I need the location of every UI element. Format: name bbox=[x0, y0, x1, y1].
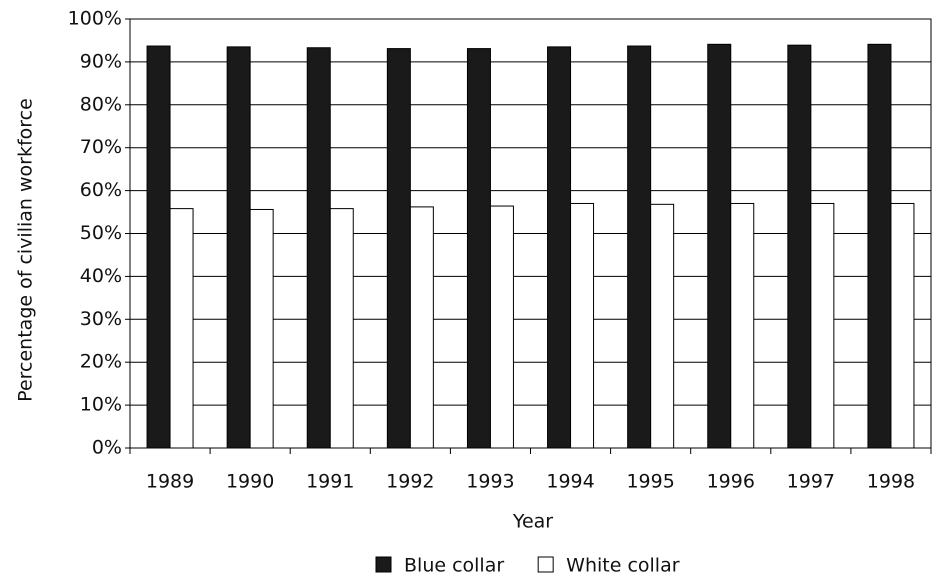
bar bbox=[329, 208, 354, 449]
bar bbox=[627, 45, 652, 449]
bar bbox=[386, 48, 411, 449]
x-tick-label: 1997 bbox=[787, 471, 835, 493]
bar bbox=[249, 208, 274, 449]
x-tick-label: 1993 bbox=[466, 471, 514, 493]
y-tick-label: 90% bbox=[80, 50, 122, 72]
bar bbox=[489, 205, 514, 449]
bar bbox=[867, 43, 892, 449]
y-tick-label: 80% bbox=[80, 93, 122, 115]
y-tick-label: 20% bbox=[80, 351, 122, 373]
x-tick-label: 1992 bbox=[386, 471, 434, 493]
x-tick-label: 1995 bbox=[626, 471, 674, 493]
bar bbox=[169, 208, 194, 449]
x-tick-label: 1990 bbox=[226, 471, 274, 493]
y-tick-label: 100% bbox=[68, 8, 122, 30]
bar bbox=[146, 45, 171, 449]
bar bbox=[650, 203, 675, 449]
y-axis-label: Percentage of civilian workforce bbox=[15, 98, 37, 402]
y-tick-label: 50% bbox=[80, 222, 122, 244]
y-tick-label: 70% bbox=[80, 136, 122, 158]
x-tick-label: 1998 bbox=[867, 471, 915, 493]
x-tick-label: 1991 bbox=[306, 471, 354, 493]
bar bbox=[547, 46, 572, 449]
legend-label: Blue collar bbox=[404, 555, 504, 577]
bar bbox=[730, 202, 755, 449]
bar bbox=[306, 47, 331, 449]
bar bbox=[810, 202, 835, 449]
y-tick-label: 10% bbox=[80, 394, 122, 416]
x-tick-label: 1994 bbox=[546, 471, 594, 493]
y-tick-label: 40% bbox=[80, 265, 122, 287]
bar bbox=[890, 202, 915, 449]
y-tick-label: 30% bbox=[80, 308, 122, 330]
bar bbox=[226, 46, 251, 449]
x-tick-label: 1989 bbox=[146, 471, 194, 493]
bar bbox=[787, 44, 812, 449]
x-axis-label: Year bbox=[512, 511, 553, 533]
legend-swatch bbox=[537, 556, 554, 573]
legend-label: White collar bbox=[566, 555, 680, 577]
y-tick-label: 0% bbox=[92, 437, 122, 459]
y-tick-label: 60% bbox=[80, 179, 122, 201]
bar bbox=[707, 43, 732, 449]
x-tick-label: 1996 bbox=[707, 471, 755, 493]
legend-swatch bbox=[375, 556, 392, 573]
bar bbox=[409, 206, 434, 449]
bar bbox=[570, 202, 595, 449]
bar bbox=[466, 48, 491, 449]
